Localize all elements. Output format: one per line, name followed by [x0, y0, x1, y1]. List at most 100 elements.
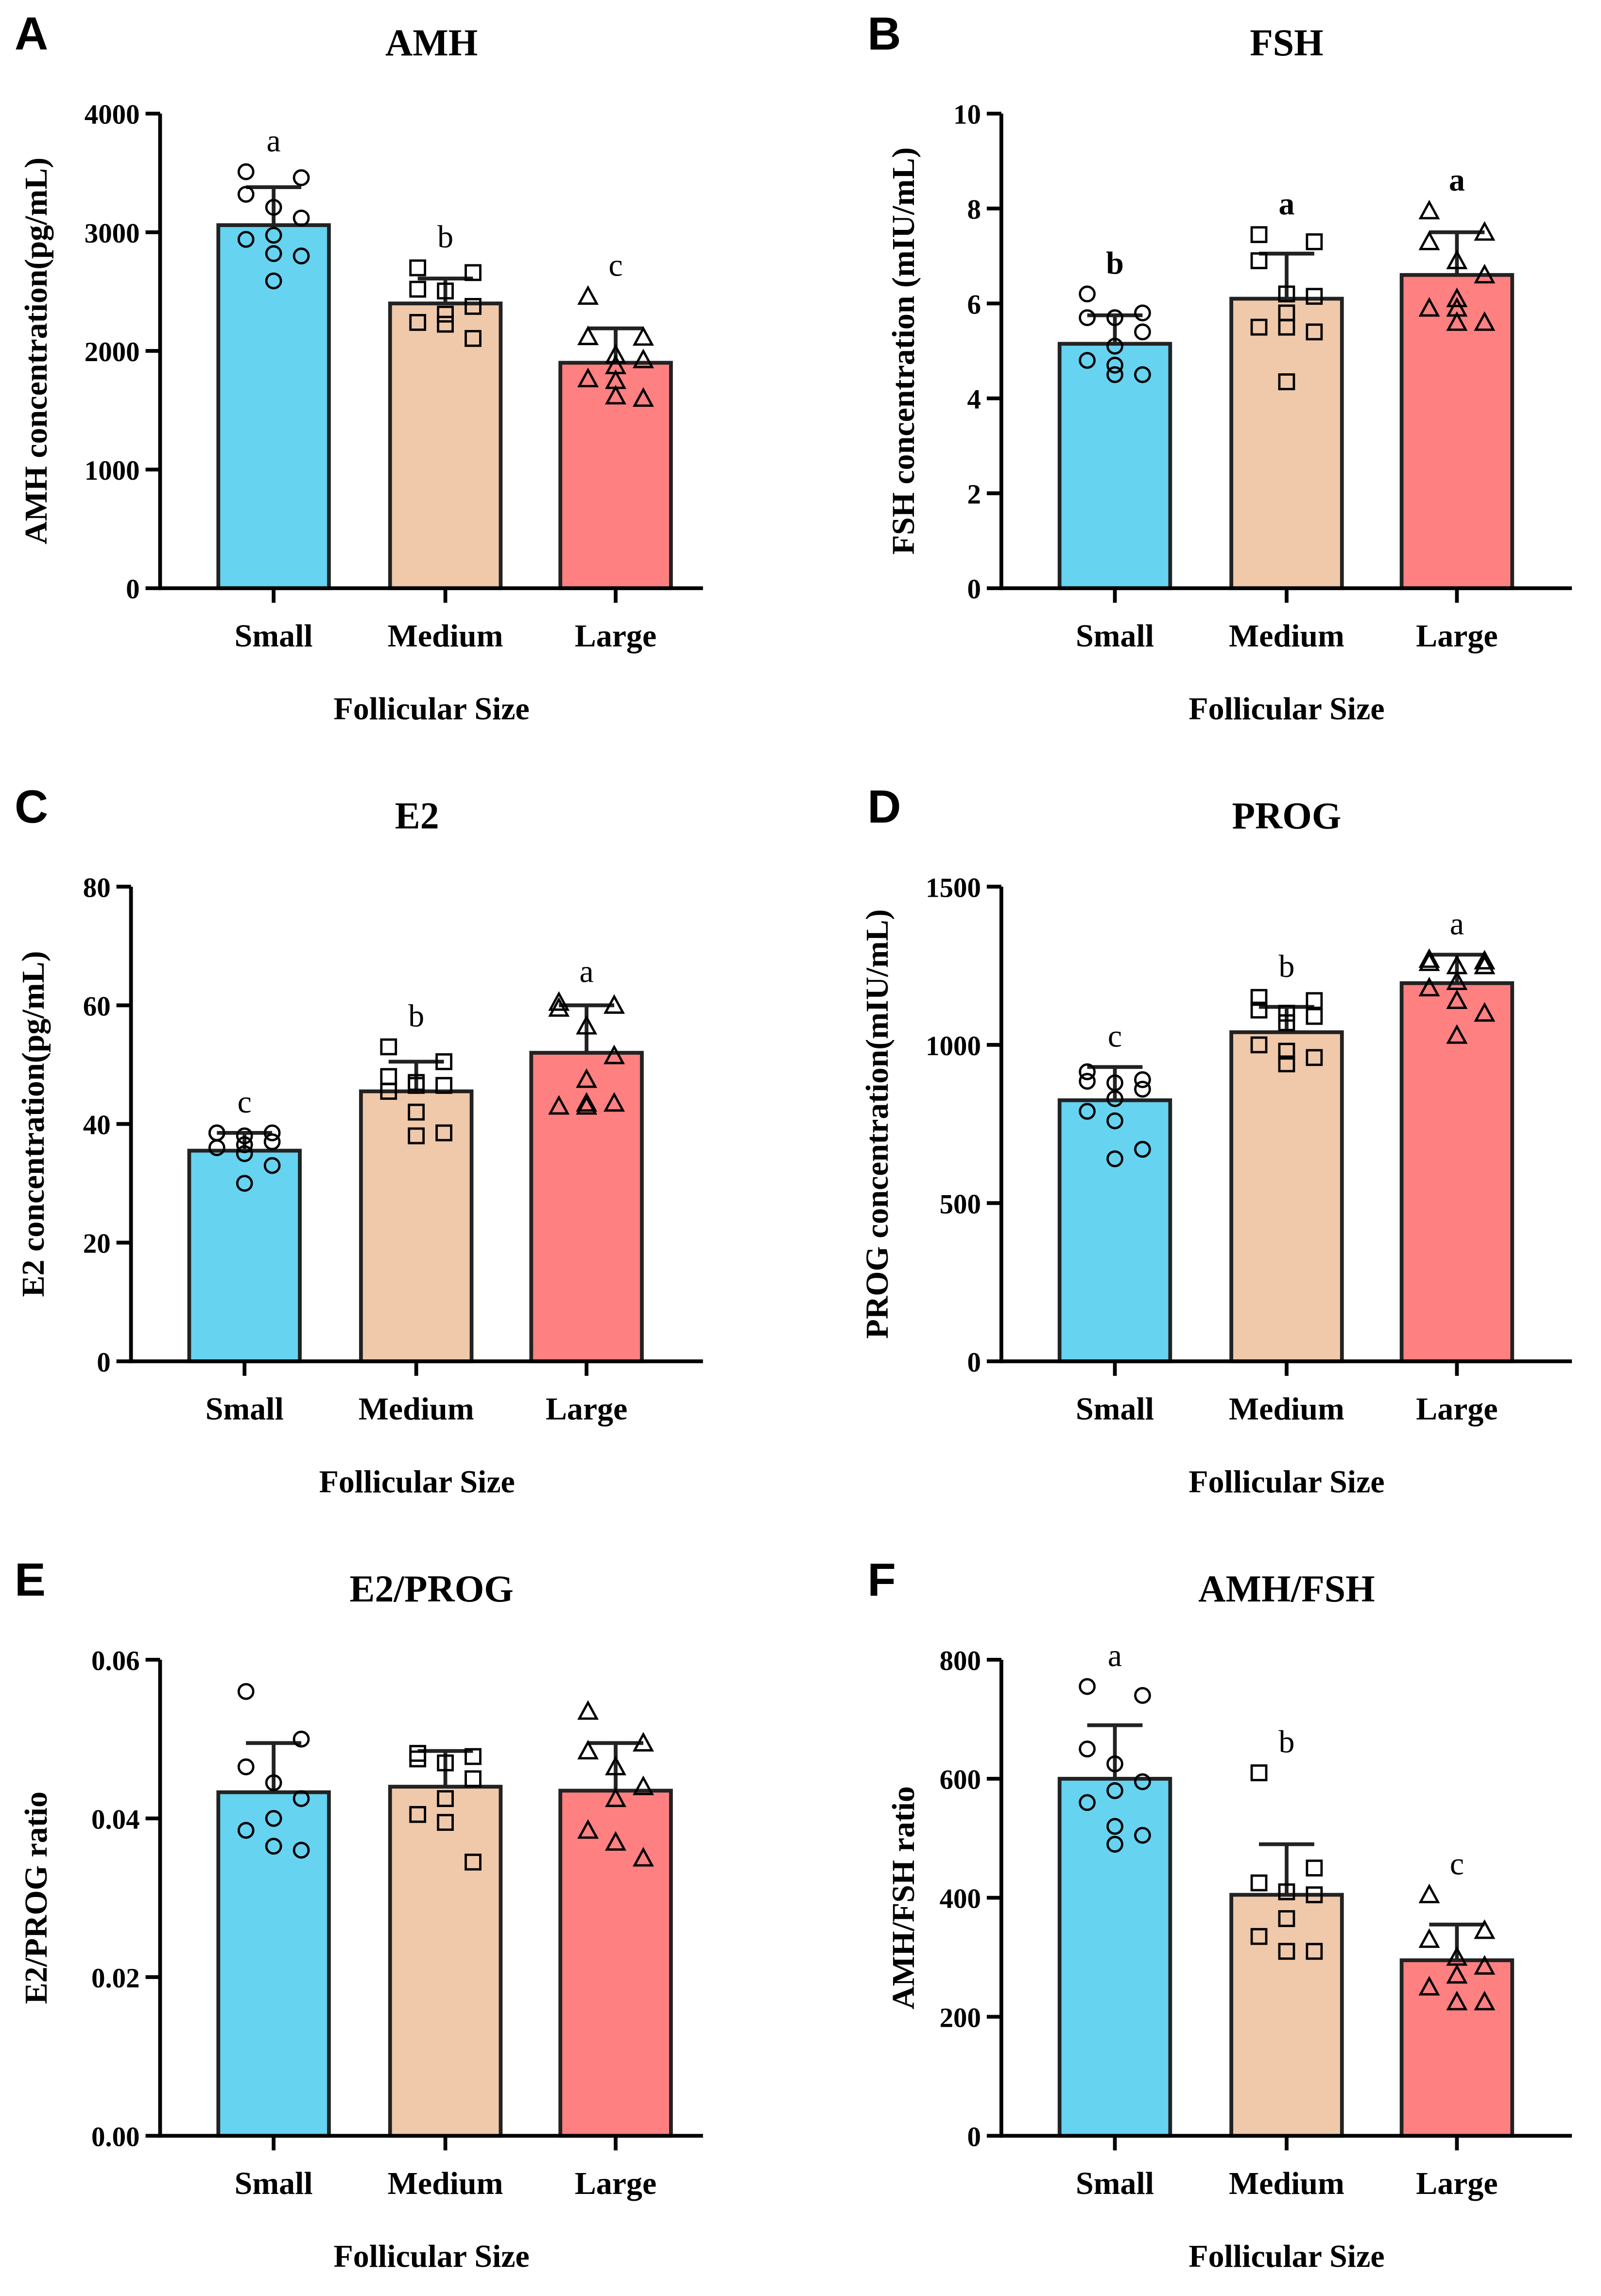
bar-small	[216, 1790, 331, 2138]
data-point-square	[465, 264, 482, 281]
data-point-triangle	[605, 1831, 627, 1851]
data-point-circle	[263, 1124, 281, 1142]
data-point-square	[1278, 1883, 1295, 1900]
y-tick-label: 500	[940, 1189, 981, 1219]
data-point-circle	[237, 1758, 255, 1775]
x-tick-label: Large	[1416, 1392, 1498, 1427]
data-point-circle	[1079, 1073, 1096, 1090]
data-point-circle	[1134, 323, 1151, 341]
data-point-square	[1306, 1049, 1323, 1066]
data-point-circle	[1134, 1687, 1151, 1704]
data-point-square	[435, 1124, 452, 1142]
x-axis-label: Follicular Size	[334, 2239, 530, 2274]
data-point-circle	[208, 1139, 225, 1156]
data-point-square	[1278, 1943, 1295, 1960]
data-point-triangle	[577, 1700, 599, 1720]
y-tick-label: 400	[940, 1884, 981, 1914]
data-point-triangle	[577, 1739, 599, 1760]
chart-title: E2	[395, 795, 439, 836]
y-tick-label: 600	[940, 1765, 981, 1795]
data-point-triangle	[1418, 951, 1440, 971]
data-point-triangle	[632, 1775, 654, 1795]
data-point-square	[437, 1754, 454, 1772]
data-point-circle	[1106, 337, 1123, 355]
data-point-square	[1278, 1043, 1295, 1060]
data-point-square	[437, 1790, 454, 1807]
panel-f: F AMH/FSH a Small b Medium c Large 0 200 400 600 800…	[867, 1554, 1572, 2274]
y-axis-label: E2 concentration(pg/mL)	[16, 951, 51, 1297]
data-point-triangle	[605, 1756, 627, 1775]
data-point-circle	[1106, 1074, 1123, 1092]
data-point-triangle	[577, 1819, 599, 1839]
data-point-triangle	[1446, 287, 1468, 307]
x-tick-label: Small	[1076, 1392, 1154, 1427]
significance-letter: c	[608, 248, 622, 283]
data-point-triangle	[1418, 297, 1440, 317]
significance-letter: b	[1279, 949, 1295, 984]
y-tick-label: 0.04	[91, 1804, 140, 1835]
x-tick-label: Medium	[388, 618, 503, 654]
data-point-triangle	[603, 994, 625, 1014]
data-point-square	[409, 280, 427, 298]
chart-title: AMH/FSH	[1198, 1568, 1375, 1610]
data-point-square	[1306, 323, 1323, 341]
panel-letter: F	[867, 1554, 896, 1606]
data-point-triangle	[1418, 1883, 1440, 1903]
data-point-circle	[263, 1133, 281, 1150]
panel-e: E E2/PROG Small Medium Large 0.00 0.02 0.04 0.06…	[15, 1554, 703, 2274]
data-point-circle	[1106, 1818, 1123, 1835]
data-point-triangle	[1446, 249, 1468, 269]
y-axis-label: AMH concentration(pg/mL)	[18, 157, 54, 544]
data-point-circle	[1079, 352, 1096, 369]
data-point-square	[1278, 1910, 1295, 1927]
y-tick-label: 0.02	[91, 1963, 140, 1994]
y-tick-label: 0	[126, 574, 139, 605]
data-point-triangle	[1446, 311, 1468, 331]
significance-letter: b	[408, 998, 424, 1034]
data-point-triangle	[603, 1044, 625, 1064]
data-point-square	[437, 305, 454, 323]
data-point-triangle	[1418, 1928, 1440, 1948]
data-point-square	[380, 1038, 397, 1056]
data-point-square	[409, 1750, 427, 1768]
data-point-circle	[293, 1790, 310, 1807]
y-tick-label: 8	[967, 194, 981, 225]
x-tick-label: Medium	[1229, 618, 1344, 654]
bar-large	[558, 361, 673, 591]
data-point-square	[1250, 318, 1268, 336]
data-point-triangle	[576, 1068, 598, 1088]
bar-small	[216, 223, 331, 591]
x-tick-label: Small	[206, 1392, 284, 1427]
panel-d: D PROG c Small b Medium a Large 0 500 1000 1500 Foll…	[860, 781, 1572, 1499]
data-point-square	[465, 1853, 482, 1871]
data-point-circle	[1079, 1678, 1096, 1695]
data-point-square	[1278, 1005, 1295, 1022]
data-point-triangle	[1418, 948, 1440, 968]
significance-letter: b	[1106, 245, 1124, 281]
data-point-circle	[293, 169, 310, 186]
data-point-triangle	[1474, 311, 1496, 331]
data-point-square	[1250, 252, 1268, 269]
data-point-circle	[1106, 366, 1123, 383]
x-tick-label: Medium	[1229, 2166, 1344, 2201]
data-point-circle	[1106, 356, 1123, 374]
data-point-triangle	[576, 1092, 598, 1112]
data-point-square	[1278, 373, 1295, 390]
data-point-triangle	[605, 344, 627, 364]
data-point-square	[380, 1083, 397, 1100]
data-point-square	[1278, 318, 1295, 336]
y-tick-label: 1000	[85, 455, 140, 486]
bar-small	[187, 1148, 302, 1363]
data-point-triangle	[1446, 1990, 1468, 2011]
data-point-square	[465, 330, 482, 347]
data-point-circle	[237, 1822, 255, 1839]
data-point-circle	[265, 245, 282, 262]
bar-large	[1399, 981, 1515, 1363]
y-axis-label: AMH/FSH ratio	[886, 1786, 921, 2009]
data-point-triangle	[632, 1732, 654, 1752]
data-point-square	[409, 314, 427, 331]
data-point-square	[1306, 1943, 1323, 1960]
data-point-circle	[1079, 1063, 1096, 1080]
data-point-triangle	[632, 348, 654, 368]
chart-title: FSH	[1250, 22, 1323, 64]
